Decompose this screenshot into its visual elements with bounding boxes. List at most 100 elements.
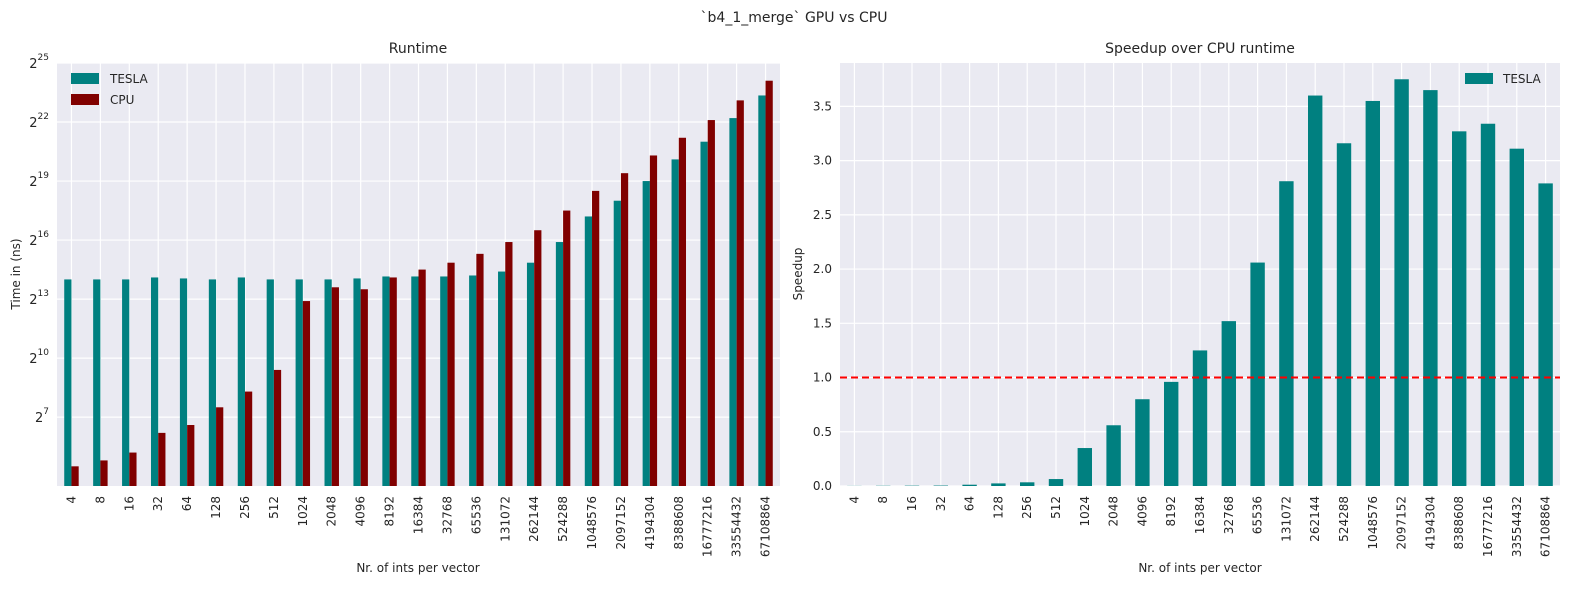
- runtime-xtick-label: 64: [180, 496, 194, 511]
- runtime-bar-cpu: [71, 466, 79, 486]
- speedup-xtick-label: 16384: [1193, 496, 1207, 534]
- runtime-bar-cpu: [736, 100, 744, 486]
- runtime-bar-tesla: [208, 279, 217, 486]
- runtime-bar-tesla: [642, 181, 650, 486]
- runtime-bar-cpu: [418, 269, 426, 486]
- runtime-bar-cpu: [244, 391, 253, 486]
- runtime-bar-tesla: [237, 277, 245, 486]
- speedup-bars: [847, 79, 1553, 487]
- runtime-bar-tesla: [353, 278, 361, 486]
- speedup-xtick-label: 524288: [1337, 496, 1351, 542]
- runtime-bar-cpu: [476, 253, 484, 486]
- speedup-tick-labels: 0.0 0.5 1.0 1.5 2.0 2.5 3.0 3.5 4 8 16 32 64 128 256 51…: [813, 99, 1553, 557]
- runtime-bar-cpu: [187, 425, 195, 486]
- runtime-bar-cpu: [360, 289, 368, 486]
- speedup-xtick-label: 33554432: [1510, 496, 1524, 557]
- speedup-xtick-label: 16: [905, 496, 919, 511]
- runtime-legend-swatch: [71, 73, 99, 84]
- speedup-xlabel: Nr. of ints per vector: [1138, 561, 1261, 575]
- runtime-xtick-label: 4: [64, 496, 78, 504]
- runtime-bar-tesla: [440, 276, 448, 486]
- runtime-xtick-label: 65536: [469, 496, 483, 534]
- speedup-ytick-label: 0.5: [813, 425, 832, 439]
- speedup-bar-tesla: [1538, 183, 1553, 486]
- speedup-xtick-label: 1048576: [1366, 496, 1380, 549]
- runtime-legend-label: TESLA: [109, 72, 148, 86]
- speedup-legend-swatch: [1465, 73, 1493, 84]
- runtime-bar-tesla: [411, 276, 419, 486]
- speedup-bar-tesla: [991, 483, 1006, 486]
- speedup-chart: 0.0 0.5 1.0 1.5 2.0 2.5 3.0 3.5 4 8 16 32 64 128 256 51…: [791, 41, 1560, 575]
- runtime-bar-cpu: [678, 137, 687, 486]
- runtime-bar-tesla: [122, 279, 130, 486]
- speedup-xtick-label: 1024: [1078, 496, 1092, 527]
- speedup-xtick-label: 4096: [1135, 496, 1149, 527]
- speedup-ytick-label: 1.0: [813, 371, 832, 385]
- runtime-bar-cpu: [273, 369, 282, 486]
- speedup-bar-tesla: [1452, 131, 1467, 487]
- runtime-bar-tesla: [295, 279, 303, 486]
- runtime-xtick-label: 8: [93, 496, 107, 504]
- speedup-xtick-label: 8: [876, 496, 890, 504]
- speedup-xtick-label: 8388608: [1452, 496, 1466, 549]
- runtime-ytick-label: 219: [29, 171, 49, 190]
- speedup-bar-tesla: [1308, 95, 1323, 487]
- runtime-bar-cpu: [505, 242, 513, 486]
- runtime-xtick-label: 2097152: [614, 496, 628, 549]
- figure-suptitle: `b4_1_merge` GPU vs CPU: [701, 10, 888, 26]
- runtime-bar-cpu: [331, 287, 339, 486]
- speedup-bar-tesla: [1423, 90, 1438, 486]
- speedup-bar-tesla: [1135, 399, 1150, 486]
- runtime-bar-cpu: [158, 432, 166, 486]
- runtime-bar-tesla: [498, 271, 506, 486]
- runtime-bar-tesla: [382, 276, 390, 486]
- runtime-bar-cpu: [620, 173, 629, 486]
- runtime-bar-tesla: [671, 159, 679, 486]
- runtime-ytick-label: 213: [29, 289, 49, 308]
- runtime-bar-cpu: [649, 155, 658, 486]
- speedup-legend-label: TESLA: [1502, 72, 1541, 86]
- runtime-legend: TESLA CPU: [71, 72, 148, 107]
- speedup-xtick-label: 65536: [1251, 496, 1265, 534]
- speedup-bar-tesla: [962, 484, 977, 486]
- runtime-xtick-label: 1024: [296, 496, 310, 527]
- speedup-xtick-label: 256: [1020, 496, 1034, 519]
- runtime-title: Runtime: [389, 41, 447, 57]
- speedup-bar-tesla: [1048, 479, 1064, 486]
- runtime-xtick-label: 4194304: [643, 496, 657, 549]
- runtime-ylabel: Time in (ns): [9, 238, 23, 310]
- speedup-legend: TESLA: [1465, 72, 1541, 86]
- runtime-bar-cpu: [389, 277, 397, 486]
- runtime-bar-cpu: [534, 230, 542, 486]
- runtime-xtick-label: 2048: [325, 496, 339, 527]
- runtime-bar-tesla: [526, 262, 535, 486]
- runtime-bar-cpu: [302, 301, 311, 486]
- runtime-xtick-label: 32768: [440, 496, 454, 534]
- runtime-ytick-label: 225: [29, 53, 49, 72]
- speedup-xtick-label: 32768: [1222, 496, 1236, 534]
- runtime-xtick-label: 4096: [354, 496, 368, 527]
- runtime-ytick-label: 210: [29, 348, 49, 367]
- speedup-xtick-label: 2048: [1107, 496, 1121, 527]
- speedup-xtick-label: 4: [847, 496, 861, 504]
- speedup-bar-tesla: [1164, 381, 1179, 486]
- runtime-xtick-label: 262144: [527, 496, 541, 542]
- runtime-bar-tesla: [584, 216, 593, 487]
- runtime-bar-tesla: [469, 275, 477, 486]
- speedup-bar-tesla: [1279, 181, 1294, 486]
- speedup-ytick-label: 3.0: [813, 154, 832, 168]
- speedup-ytick-label: 0.0: [813, 479, 832, 493]
- runtime-bar-tesla: [729, 118, 737, 486]
- speedup-ylabel: Speedup: [791, 248, 805, 301]
- speedup-xtick-label: 4194304: [1423, 496, 1437, 549]
- runtime-xtick-label: 524288: [556, 496, 570, 542]
- runtime-bar-cpu: [447, 262, 455, 486]
- speedup-bar-tesla: [1020, 482, 1035, 486]
- speedup-xtick-label: 64: [963, 496, 977, 511]
- runtime-bar-cpu: [592, 190, 600, 486]
- runtime-chart: 27 210 213 216 219 222 225 4 8 16 32 64 128 256 512 102…: [9, 41, 780, 575]
- runtime-bar-tesla: [266, 279, 274, 486]
- speedup-bar-tesla: [1221, 321, 1236, 486]
- runtime-bar-tesla: [179, 278, 188, 486]
- speedup-title: Speedup over CPU runtime: [1105, 41, 1295, 57]
